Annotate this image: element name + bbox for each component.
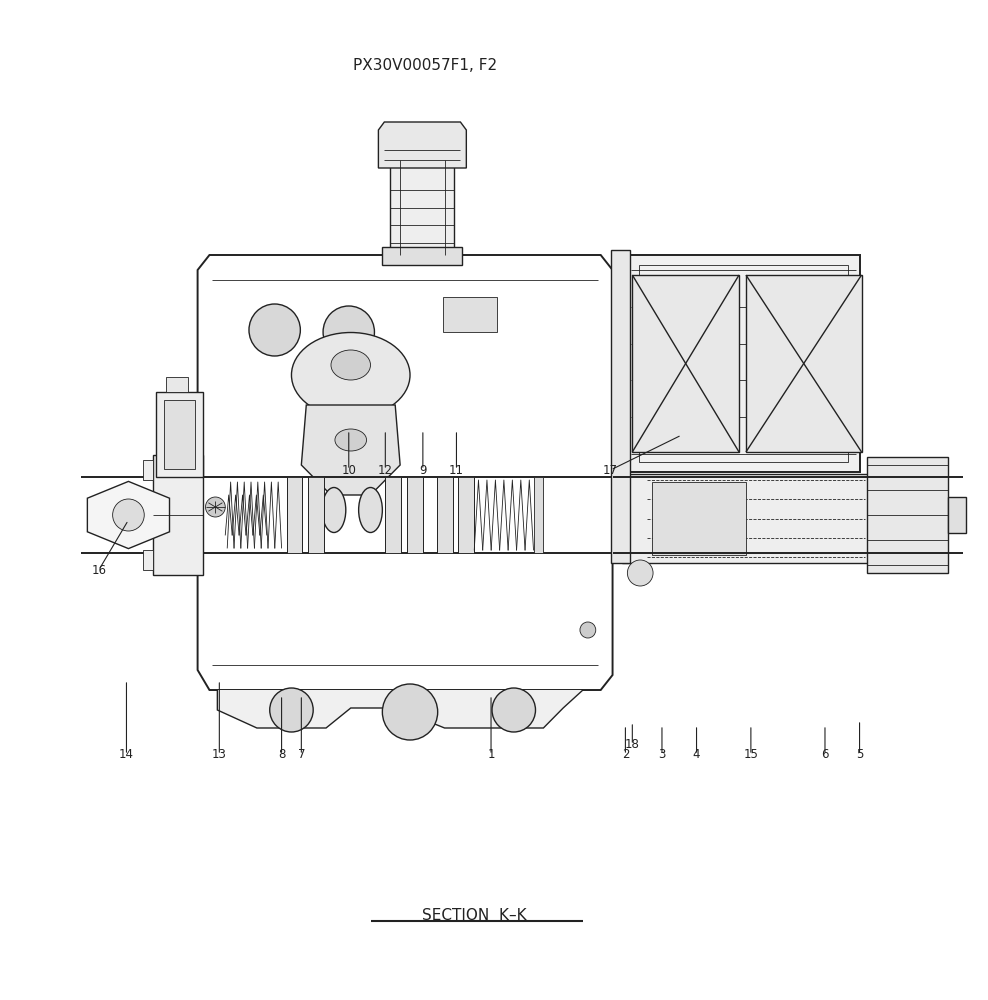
Bar — [385, 477, 401, 553]
Bar — [867, 457, 948, 573]
Polygon shape — [217, 690, 583, 728]
Bar — [143, 550, 153, 570]
Circle shape — [270, 688, 313, 732]
Bar — [746, 275, 862, 452]
Bar — [639, 265, 848, 462]
Bar — [382, 247, 462, 265]
Polygon shape — [301, 405, 400, 495]
Circle shape — [627, 560, 653, 586]
Ellipse shape — [322, 488, 346, 532]
Circle shape — [580, 622, 596, 638]
Text: PX30V00057F1, F2: PX30V00057F1, F2 — [353, 57, 497, 73]
Text: 7: 7 — [297, 748, 305, 762]
Bar — [166, 377, 188, 392]
Text: 10: 10 — [341, 464, 357, 477]
Circle shape — [113, 499, 144, 531]
Text: 13: 13 — [211, 748, 227, 762]
Text: 5: 5 — [856, 748, 864, 762]
Bar — [156, 392, 203, 477]
Bar — [287, 477, 302, 553]
Text: 8: 8 — [278, 748, 286, 762]
Text: 2: 2 — [621, 748, 629, 762]
Polygon shape — [378, 122, 466, 168]
Bar — [622, 474, 869, 563]
Bar — [308, 477, 324, 553]
Text: 9: 9 — [419, 464, 427, 477]
Text: 15: 15 — [743, 748, 759, 762]
Ellipse shape — [291, 332, 410, 418]
Bar — [627, 255, 860, 472]
Text: 12: 12 — [377, 464, 393, 477]
Text: 11: 11 — [449, 464, 464, 477]
Bar — [632, 275, 739, 452]
Circle shape — [206, 497, 225, 517]
Polygon shape — [87, 481, 170, 549]
Bar — [437, 477, 453, 553]
Bar — [534, 477, 543, 553]
Bar — [164, 400, 195, 469]
Text: 4: 4 — [693, 748, 700, 762]
Text: 14: 14 — [119, 748, 134, 762]
Bar — [153, 455, 203, 575]
Text: 16: 16 — [91, 564, 107, 576]
Bar — [458, 477, 474, 553]
Bar — [611, 250, 630, 563]
Text: SECTION  K–K: SECTION K–K — [422, 908, 527, 922]
Text: 3: 3 — [658, 748, 666, 762]
Bar — [143, 460, 153, 480]
Bar — [948, 497, 966, 533]
Circle shape — [323, 306, 374, 358]
Text: 6: 6 — [821, 748, 829, 762]
Text: 18: 18 — [624, 738, 640, 752]
Text: 17: 17 — [603, 464, 618, 477]
Bar — [407, 477, 423, 553]
Circle shape — [492, 688, 535, 732]
Ellipse shape — [359, 488, 382, 532]
Circle shape — [382, 684, 438, 740]
Circle shape — [249, 304, 300, 356]
Bar — [652, 482, 746, 555]
Ellipse shape — [335, 429, 367, 451]
Text: 1: 1 — [487, 748, 495, 762]
Bar — [390, 160, 454, 255]
Bar — [443, 297, 497, 332]
Polygon shape — [198, 255, 613, 690]
Ellipse shape — [331, 350, 370, 380]
